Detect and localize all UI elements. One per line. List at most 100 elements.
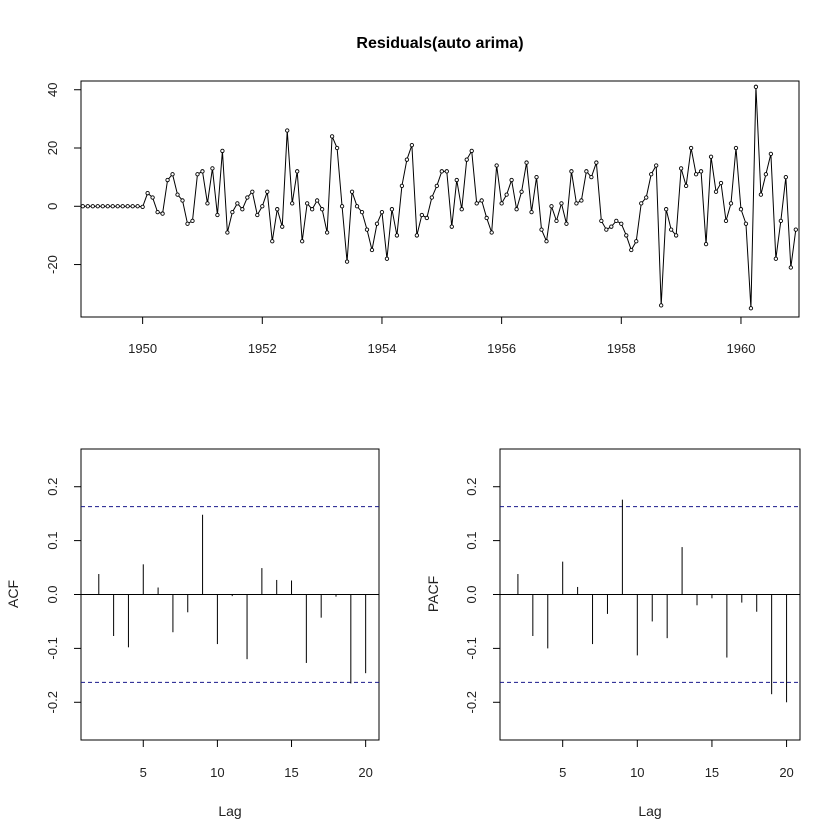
residuals-x-axis: 1950 1952 1954 1956 1958 1960 [128,317,755,356]
acf-x-axis-label: Lag [218,803,241,819]
residual-point [579,198,584,203]
residual-point [703,242,709,247]
residual-point [718,180,724,186]
residual-point [150,195,155,200]
residual-point [469,148,474,154]
residual-point [424,215,429,221]
y-tick-label: 40 [45,83,60,97]
residual-point [474,201,479,206]
residuals-panel: Residuals(auto arima) 1950 1952 1954 1956 19… [45,35,800,356]
residual-point [644,195,649,200]
residual-point [728,201,734,206]
residual-point [434,183,439,189]
residual-point [609,224,614,229]
residual-point [753,84,759,89]
y-tick-label: 0.2 [45,478,60,496]
y-tick-label: 0.1 [464,532,479,550]
residual-point [589,174,594,180]
residual-point [354,204,360,209]
residual-point [693,172,699,177]
residual-point [344,259,350,264]
residual-point [290,201,295,206]
residual-point [479,198,484,203]
residual-point [778,218,783,224]
residual-point [763,172,769,177]
pacf-x-axis-label: Lag [638,803,661,819]
residual-point [688,145,694,151]
acf-y-axis-label: ACF [5,580,21,608]
residual-point [125,204,130,209]
y-tick-label: 0.2 [464,478,479,496]
residual-point [270,239,275,244]
residual-point [414,233,420,238]
residual-point [678,166,684,171]
residual-point [594,160,599,165]
residual-point [190,218,195,224]
residual-point [100,204,105,209]
residual-point [399,183,405,189]
residuals-y-axis: -20 0 20 40 [45,83,81,274]
residual-point [634,239,639,244]
x-tick-label: 1958 [607,341,636,356]
residual-point [250,189,255,194]
acf-panel: 5 10 15 20 -0.2 -0.1 0.0 0.1 0.2 Lag ACF [5,448,380,819]
acf-confidence-bounds [81,506,379,683]
acf-x-axis: 5 10 15 20 [140,740,373,780]
residual-point [673,233,679,238]
residual-point [708,154,714,159]
y-tick-label: 0.0 [45,585,60,603]
residual-point [265,189,270,194]
residual-point [698,169,704,174]
residual-point [280,224,285,229]
residual-point [793,227,798,232]
residual-point [140,204,145,210]
residual-point [200,169,205,174]
y-tick-label: -20 [45,255,60,274]
acf-bars [98,514,367,684]
y-tick-label: 20 [45,141,60,155]
residual-point [788,265,793,270]
residual-point [314,198,320,203]
y-tick-label: 0.1 [45,532,60,550]
y-tick-label: -0.2 [464,691,479,713]
residual-point [664,207,669,212]
residual-point [160,211,165,216]
residual-point [429,195,434,200]
residual-point [758,192,764,197]
residual-point [389,207,395,212]
residual-point [524,160,529,165]
residual-point [584,169,589,174]
x-tick-label: 15 [705,765,719,780]
residual-point [439,169,444,174]
residual-point [649,172,654,177]
residual-point [554,218,559,224]
residual-point [240,207,245,212]
residual-point [90,204,95,209]
x-tick-label: 1960 [727,341,756,356]
residual-point [80,204,85,209]
x-tick-label: 5 [559,765,566,780]
residual-point [504,192,509,197]
residual-point [748,306,754,311]
residual-point [195,172,200,177]
y-tick-label: 0 [45,203,60,210]
residual-point [534,174,539,180]
y-tick-label: -0.1 [464,637,479,659]
residual-point [359,209,365,215]
residual-point [230,209,235,215]
residual-point [738,207,744,212]
residual-point [329,134,335,139]
residual-point [768,151,774,156]
y-tick-label: -0.2 [45,691,60,713]
residual-point [444,169,449,174]
residual-point [614,218,619,224]
residual-point [629,247,634,253]
x-tick-label: 5 [140,765,147,780]
residual-point [459,207,464,212]
residual-point [449,224,454,229]
residual-point [409,142,415,148]
pacf-panel: 5 10 15 20 -0.2 -0.1 0.0 0.1 0.2 Lag PACF [425,448,801,819]
residual-point [559,201,564,206]
residual-point [529,209,534,215]
